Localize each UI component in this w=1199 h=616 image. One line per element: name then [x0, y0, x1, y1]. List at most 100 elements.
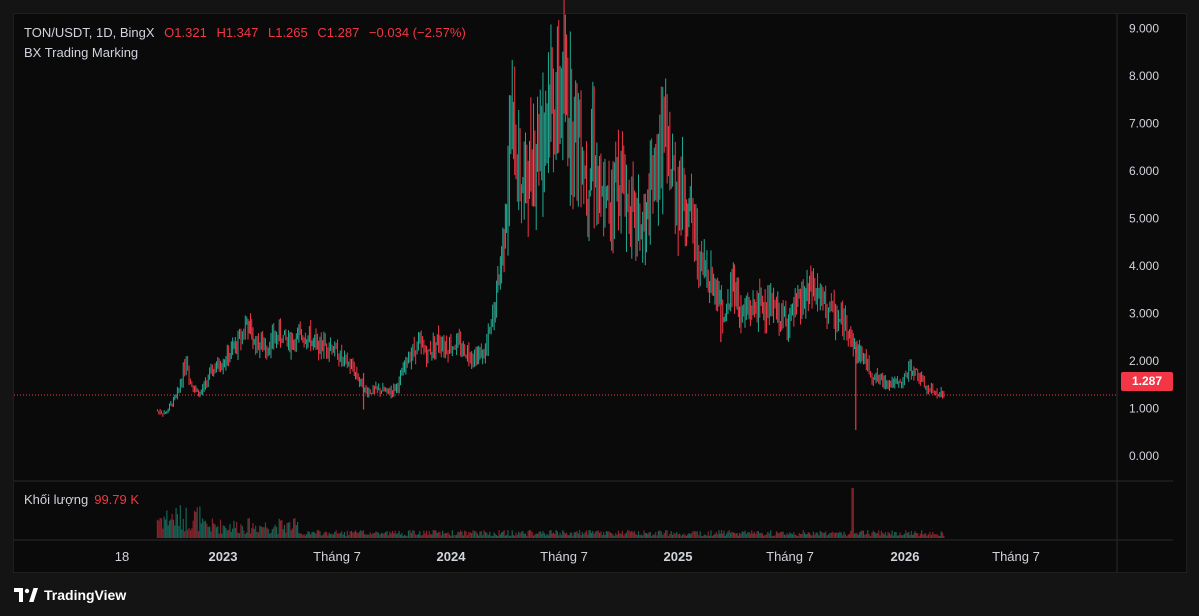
volume-bar [624, 533, 626, 538]
volume-bar [886, 535, 888, 538]
volume-bar [456, 534, 458, 538]
volume-bar [899, 532, 901, 538]
volume-bar [605, 531, 607, 538]
volume-bar [499, 534, 501, 538]
volume-bar [727, 531, 729, 538]
volume-bar [358, 531, 361, 538]
volume-bar [246, 532, 248, 538]
tradingview-logo-icon [14, 588, 38, 602]
price-tick-label: 0.000 [1129, 449, 1159, 463]
volume-bar [238, 533, 241, 538]
time-tick-label: Tháng 7 [540, 549, 588, 564]
volume-bar [846, 535, 848, 538]
volume-bar [315, 533, 317, 538]
volume-bar [214, 524, 216, 538]
volume-bar [918, 535, 920, 538]
volume-bar [783, 534, 786, 538]
footer-brand[interactable]: TradingView [14, 585, 126, 605]
volume-bar [469, 532, 471, 538]
volume-bar [368, 534, 370, 538]
volume-bar [806, 534, 808, 538]
volume-bar [707, 531, 709, 538]
open-value: O1.321 [164, 25, 207, 40]
volume-bar [156, 519, 159, 538]
volume-bar [289, 521, 291, 538]
volume-bar [812, 531, 815, 538]
volume-bar [709, 535, 711, 538]
volume-bar [584, 532, 586, 538]
volume-bar [937, 535, 940, 538]
volume-bar [478, 535, 480, 538]
volume-bar [493, 532, 495, 538]
time-tick-label: 18 [115, 549, 129, 564]
volume-bar [738, 532, 741, 538]
symbol-label[interactable]: TON/USDT, 1D, BingX [24, 25, 155, 40]
volume-bar [433, 530, 436, 538]
volume-bar [494, 534, 496, 538]
volume-bar [266, 527, 268, 538]
volume-bar [778, 533, 780, 538]
volume-bar [793, 532, 795, 538]
volume-bar [552, 532, 555, 538]
volume-bar [471, 533, 473, 538]
volume-bar [306, 534, 308, 538]
volume-bar [851, 488, 853, 538]
close-value: C1.287 [317, 25, 360, 40]
volume-bar [184, 531, 186, 538]
volume-bar [523, 533, 525, 538]
volume-bar [647, 534, 649, 538]
volume-bar [914, 531, 916, 538]
volume-bar [621, 530, 624, 538]
volume-bar [910, 531, 912, 538]
volume-bar [530, 530, 532, 538]
volume-bar [767, 532, 769, 538]
volume-bar [514, 535, 516, 538]
volume-bar [714, 533, 716, 538]
volume-bar [219, 519, 222, 538]
volume-bar [378, 532, 380, 538]
volume-bar [703, 534, 705, 538]
volume-bar [217, 526, 219, 538]
volume-bar [752, 533, 754, 538]
volume-bar [209, 526, 211, 538]
volume-bar [594, 531, 597, 538]
volume-bar [685, 535, 688, 538]
volume-legend[interactable]: Khối lượng 99.79 K [24, 492, 139, 507]
volume-bar [357, 533, 359, 538]
volume-bar [620, 533, 622, 538]
volume-bar [880, 530, 882, 538]
high-value: H1.347 [216, 25, 259, 40]
volume-bar [453, 535, 455, 538]
volume-bar [604, 534, 606, 538]
volume-bar [825, 531, 827, 538]
volume-bar [515, 532, 517, 538]
volume-bar [166, 510, 168, 538]
volume-bar [290, 530, 292, 538]
volume-bar [821, 531, 823, 538]
volume-bar [810, 534, 812, 538]
volume-bar [670, 531, 672, 538]
volume-bar [253, 528, 255, 538]
volume-bar [331, 533, 333, 538]
volume-bar [696, 531, 698, 538]
volume-bar [569, 532, 571, 538]
volume-bar [380, 532, 383, 538]
volume-bar [895, 532, 897, 538]
volume-bar [366, 534, 369, 538]
volume-bar [648, 532, 650, 538]
volume-bar [575, 532, 577, 538]
volume-bar [655, 532, 657, 538]
volume-bar [659, 530, 661, 538]
volume-bar [221, 533, 223, 538]
volume-bar [616, 534, 618, 538]
volume-bar [887, 531, 889, 538]
volume-bar [259, 525, 261, 538]
volume-bar [298, 533, 300, 538]
volume-bar [512, 534, 515, 538]
volume-bar [417, 533, 420, 538]
volume-bar [473, 531, 476, 538]
volume-bar [590, 533, 593, 538]
indicator-label[interactable]: BX Trading Marking [24, 45, 139, 60]
volume-bar [894, 531, 896, 538]
